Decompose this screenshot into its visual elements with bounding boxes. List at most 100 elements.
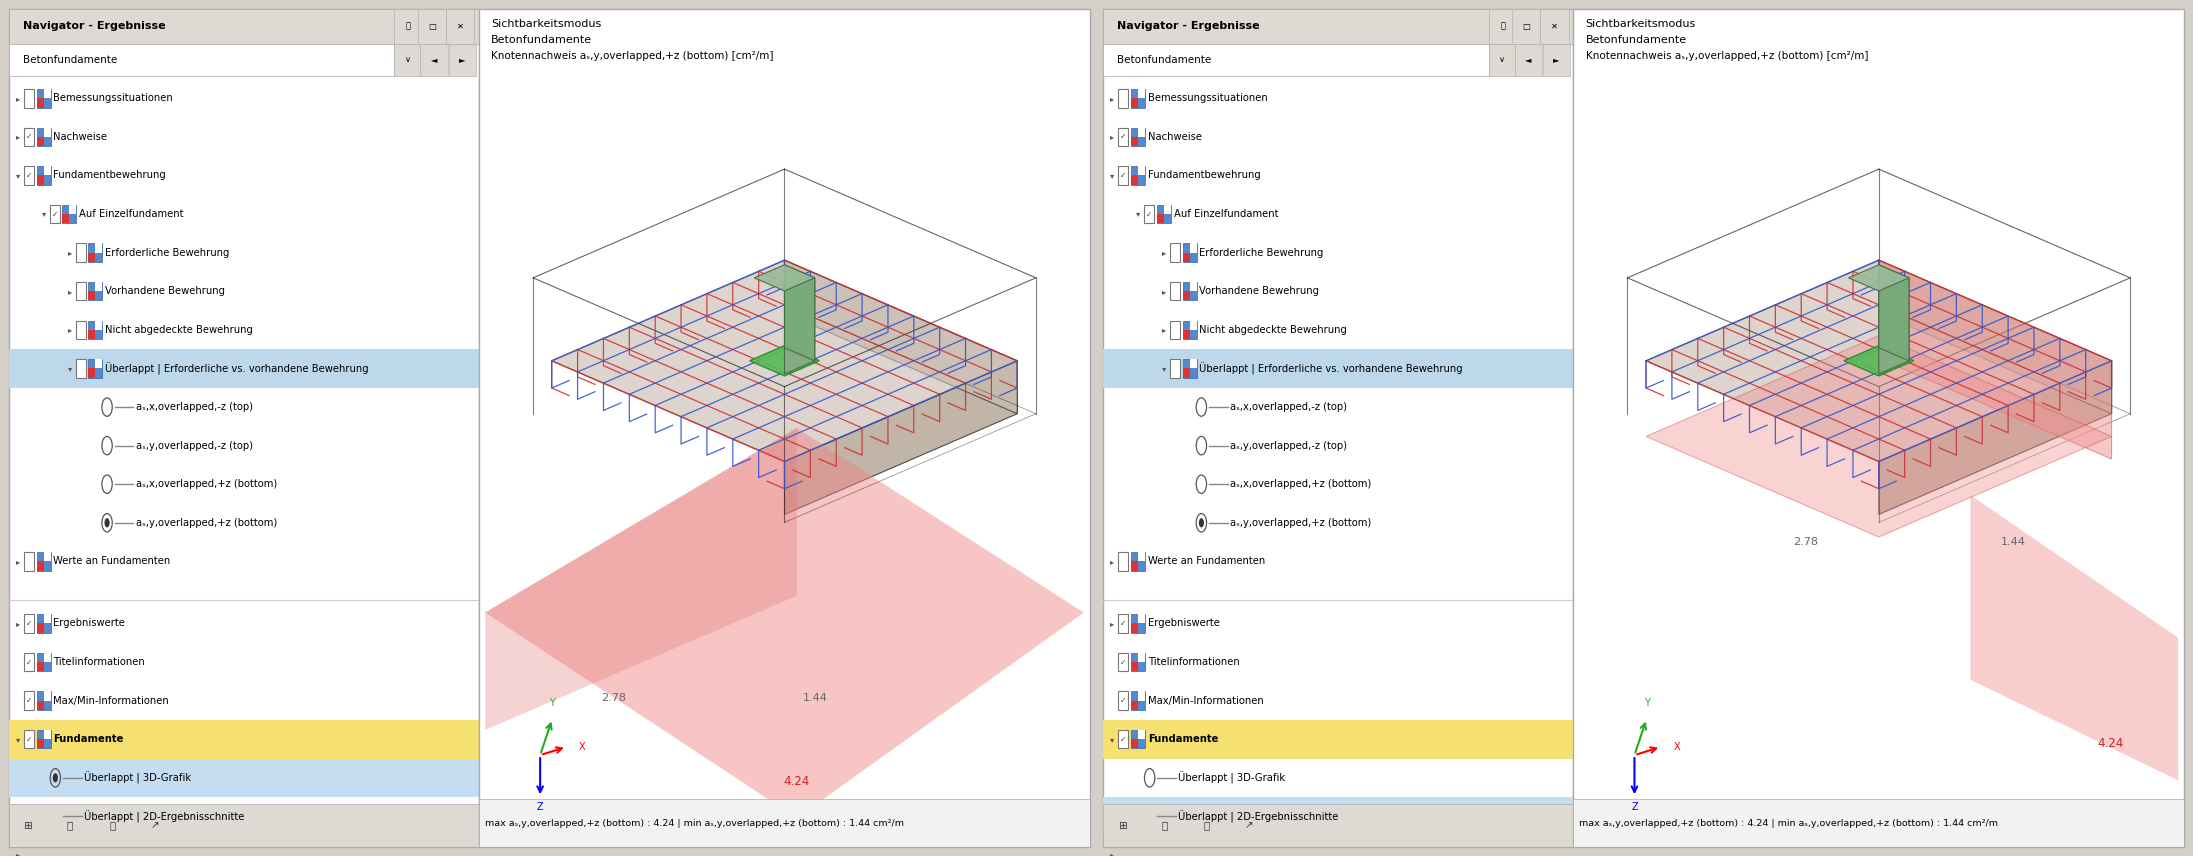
Text: Navigator - Ergebnisse: Navigator - Ergebnisse (1116, 21, 1259, 31)
Polygon shape (553, 260, 1018, 461)
Text: ✓: ✓ (53, 210, 57, 218)
Text: Erforderliche Bewehrung: Erforderliche Bewehrung (105, 247, 230, 258)
Text: Betonfundamente: Betonfundamente (491, 35, 592, 45)
Bar (44, 89, 50, 98)
Bar (37, 653, 50, 671)
Text: ▸: ▸ (1162, 248, 1167, 257)
Bar (1118, 128, 1129, 146)
Bar (88, 282, 103, 300)
Bar (94, 321, 103, 330)
Bar (24, 128, 35, 146)
Bar (1118, 846, 1129, 856)
Text: Fundamentbewehrung: Fundamentbewehrung (1147, 170, 1261, 181)
Bar (1132, 730, 1145, 748)
Text: 1.44: 1.44 (2000, 538, 2026, 548)
Bar (1118, 653, 1129, 671)
Text: Z: Z (537, 802, 544, 811)
Bar (1132, 623, 1138, 633)
Text: ∨: ∨ (406, 56, 410, 64)
Bar (37, 615, 50, 633)
Text: Darstellungsart: Darstellungsart (1147, 850, 1226, 856)
Bar (94, 360, 103, 368)
Text: ▸: ▸ (1110, 94, 1114, 103)
Text: Überlappt | 3D-Grafik: Überlappt | 3D-Grafik (1178, 771, 1285, 784)
Bar (37, 855, 44, 856)
Bar (88, 360, 103, 377)
Bar (75, 243, 86, 262)
Text: 2.78: 2.78 (1794, 538, 1818, 548)
Bar (1118, 166, 1129, 185)
Text: ▾: ▾ (1162, 364, 1167, 373)
Bar (75, 360, 86, 377)
Bar (1489, 9, 1518, 44)
Bar (395, 44, 421, 75)
Text: ▾: ▾ (42, 210, 46, 218)
Text: max aₛ,y,overlapped,+z (bottom) : 4.24 | min aₛ,y,overlapped,+z (bottom) : 1.44 : max aₛ,y,overlapped,+z (bottom) : 4.24 |… (1579, 818, 1998, 828)
Bar (1189, 360, 1197, 368)
Text: ▸: ▸ (1110, 619, 1114, 628)
Text: □: □ (1522, 21, 1531, 31)
Text: ✓: ✓ (1121, 619, 1127, 628)
Bar (1182, 321, 1197, 339)
Text: 🗕: 🗕 (1500, 21, 1504, 31)
Text: ✓: ✓ (26, 734, 33, 744)
Bar (37, 89, 50, 108)
Bar (1132, 662, 1138, 671)
Polygon shape (1879, 278, 1910, 374)
Text: ✓: ✓ (26, 619, 33, 628)
Text: ▾: ▾ (1110, 171, 1114, 180)
Text: Auf Einzelfundament: Auf Einzelfundament (79, 209, 184, 219)
Bar (9, 758, 478, 797)
Bar (70, 205, 77, 214)
Bar (1489, 44, 1515, 75)
Text: ►: ► (458, 56, 465, 64)
Text: max aₛ,y,overlapped,+z (bottom) : 4.24 | min aₛ,y,overlapped,+z (bottom) : 1.44 : max aₛ,y,overlapped,+z (bottom) : 4.24 |… (485, 818, 904, 828)
Bar (44, 166, 50, 175)
Polygon shape (1647, 260, 2112, 461)
Bar (9, 720, 478, 758)
Text: aₛ,x,overlapped,-z (top): aₛ,x,overlapped,-z (top) (136, 402, 252, 412)
Bar (1103, 349, 1572, 388)
Text: Werte an Fundamenten: Werte an Fundamenten (53, 556, 171, 567)
Bar (1132, 855, 1138, 856)
Bar (1138, 653, 1145, 662)
Bar (1103, 797, 1572, 835)
Text: Erforderliche Bewehrung: Erforderliche Bewehrung (1200, 247, 1325, 258)
Text: Werte an Fundamenten: Werte an Fundamenten (1147, 556, 1265, 567)
Polygon shape (785, 361, 1018, 514)
Polygon shape (1879, 260, 2112, 459)
Text: aₛ,y,overlapped,+z (bottom): aₛ,y,overlapped,+z (bottom) (1230, 518, 1371, 528)
Circle shape (1200, 518, 1204, 527)
Bar (24, 615, 35, 633)
Text: ▸: ▸ (1162, 325, 1167, 335)
Bar (24, 692, 35, 710)
Bar (1572, 799, 2184, 847)
Text: ✓: ✓ (1121, 657, 1127, 667)
Bar (37, 692, 50, 710)
Text: Knotennachweis aₛ,y,overlapped,+z (bottom) [cm²/m]: Knotennachweis aₛ,y,overlapped,+z (botto… (1586, 51, 1868, 62)
Bar (1182, 282, 1197, 300)
Text: Sichtbarkeitsmodus: Sichtbarkeitsmodus (1586, 20, 1695, 29)
Bar (44, 692, 50, 701)
Bar (37, 730, 50, 748)
Bar (1182, 368, 1189, 377)
Bar (1182, 253, 1189, 262)
Text: Max/Min-Informationen: Max/Min-Informationen (1147, 696, 1263, 705)
Bar (1132, 846, 1145, 856)
Text: ▸: ▸ (15, 851, 20, 856)
Text: X: X (579, 742, 586, 752)
Text: Bemessungssituationen: Bemessungssituationen (53, 93, 173, 104)
Bar (1182, 330, 1189, 339)
Circle shape (1147, 811, 1151, 821)
Circle shape (53, 773, 57, 782)
Bar (1132, 137, 1138, 146)
Text: ✓: ✓ (1121, 171, 1127, 180)
Bar (9, 44, 395, 75)
Text: Navigator - Ergebnisse: Navigator - Ergebnisse (22, 21, 164, 31)
Bar (1182, 360, 1197, 377)
Text: ✕: ✕ (456, 21, 463, 31)
Text: ✓: ✓ (1147, 210, 1151, 218)
Polygon shape (785, 260, 1018, 413)
Text: Überlappt | 2D-Ergebnisschnitte: Überlappt | 2D-Ergebnisschnitte (83, 810, 243, 823)
Text: Fundamentbewehrung: Fundamentbewehrung (53, 170, 167, 181)
